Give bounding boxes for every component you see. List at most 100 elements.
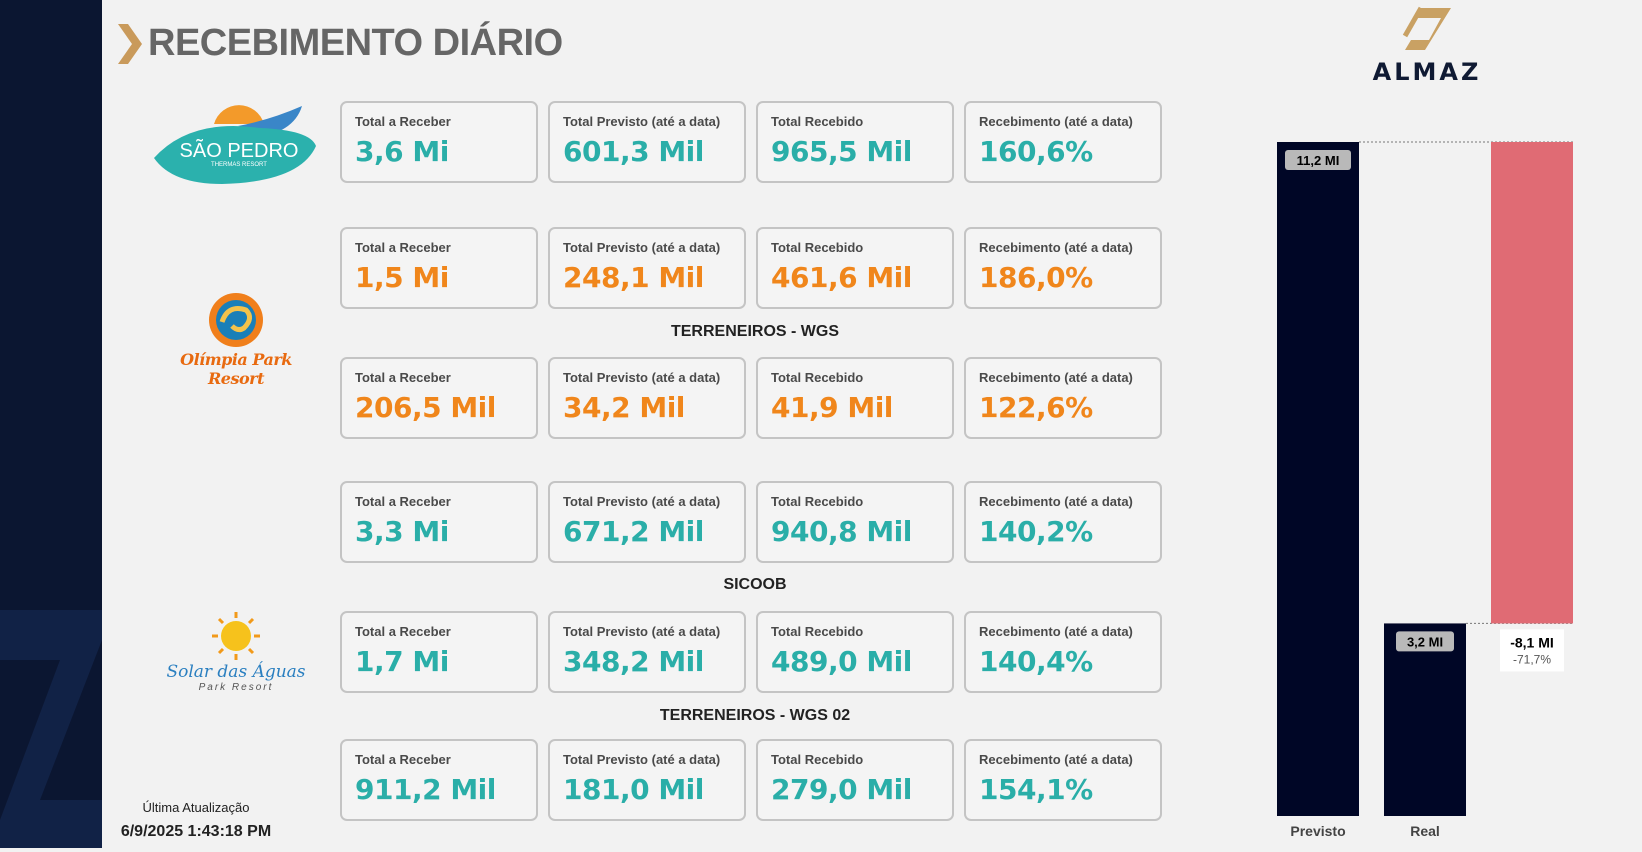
kpi-card-total-recebido: Total Recebido 279,0 Mil <box>756 739 954 821</box>
kpi-value: 965,5 Mil <box>771 135 912 168</box>
data-label-difference: -8,1 MI <box>1510 634 1554 650</box>
kpi-label: Total a Receber <box>355 494 451 509</box>
difference-label-bg <box>1500 629 1564 672</box>
solar-das-aguas-logo: Solar das Águas Park Resort <box>158 612 314 696</box>
kpi-value: 140,4% <box>979 645 1093 678</box>
kpi-card-total-previsto: Total Previsto (até a data) 181,0 Mil <box>548 739 746 821</box>
kpi-value: 41,9 Mil <box>771 391 893 424</box>
kpi-value: 160,6% <box>979 135 1093 168</box>
kpi-card-total-a-receber: Total a Receber 206,5 Mil <box>340 357 538 439</box>
brand-name: ALMAZ <box>1372 58 1482 86</box>
waterfall-chart: 11,2 MI 3,2 MI -8,1 MI -71,7% Previsto Real <box>1260 120 1642 848</box>
kpi-label: Recebimento (até a data) <box>979 624 1133 639</box>
chevron-right-icon <box>118 23 142 64</box>
waterfall-chart-svg: 11,2 MI 3,2 MI -8,1 MI -71,7% Previsto Real <box>1277 141 1573 839</box>
kpi-label: Total a Receber <box>355 114 451 129</box>
kpi-label: Total a Receber <box>355 752 451 767</box>
kpi-value: 3,6 Mi <box>355 135 449 168</box>
almaz-logo-icon <box>1402 6 1451 50</box>
kpi-value: 34,2 Mil <box>563 391 685 424</box>
kpi-value: 940,8 Mil <box>771 515 912 548</box>
kpi-label: Recebimento (até a data) <box>979 494 1133 509</box>
kpi-card-recebimento: Recebimento (até a data) 122,6% <box>964 357 1162 439</box>
kpi-label: Total Previsto (até a data) <box>563 370 721 385</box>
kpi-row-solar-1: Total a Receber 3,3 Mi Total Previsto (at… <box>340 481 1162 563</box>
sao-pedro-sub: THERMAS RESORT <box>211 162 267 168</box>
kpi-value: 601,3 Mil <box>563 135 704 168</box>
kpi-row-sao-pedro: Total a Receber 3,6 Mi Total Previsto (at… <box>340 101 1162 183</box>
kpi-card-total-a-receber: Total a Receber 3,6 Mi <box>340 101 538 183</box>
kpi-label: Total Recebido <box>771 114 864 129</box>
kpi-row-sicoob: Total a Receber 1,7 Mi Total Previsto (at… <box>340 611 1162 693</box>
data-label-real: 3,2 MI <box>1407 634 1443 649</box>
kpi-label: Total a Receber <box>355 240 451 255</box>
kpi-value: 140,2% <box>979 515 1093 548</box>
olimpia-name: Olímpia Park Resort <box>180 350 292 388</box>
kpi-card-recebimento: Recebimento (até a data) 140,2% <box>964 481 1162 563</box>
kpi-label: Recebimento (até a data) <box>979 370 1133 385</box>
kpi-row-olimpia: Total a Receber 1,5 Mi Total Previsto (at… <box>340 227 1162 309</box>
kpi-card-total-previsto: Total Previsto (até a data) 671,2 Mil <box>548 481 746 563</box>
kpi-value: 3,3 Mi <box>355 515 449 548</box>
data-label-real-bg <box>1396 631 1454 652</box>
kpi-value: 1,5 Mi <box>355 261 449 294</box>
sao-pedro-logo: SÃO PEDRO THERMAS RESORT <box>150 96 320 188</box>
kpi-value: 122,6% <box>979 391 1093 424</box>
kpi-card-total-recebido: Total Recebido 461,6 Mil <box>756 227 954 309</box>
sidebar-watermark-icon <box>0 610 102 848</box>
x-tick-label-real: Real <box>1410 823 1440 839</box>
brand-logo: ALMAZ <box>1352 6 1502 86</box>
kpi-card-total-a-receber: Total a Receber 3,3 Mi <box>340 481 538 563</box>
kpi-label: Recebimento (até a data) <box>979 752 1133 767</box>
solar-sub: Park Resort <box>198 682 274 693</box>
bar-difference <box>1491 142 1573 624</box>
sun-icon <box>212 612 260 660</box>
bar-real <box>1384 623 1466 816</box>
kpi-card-recebimento: Recebimento (até a data) 154,1% <box>964 739 1162 821</box>
kpi-value: 911,2 Mil <box>355 773 496 806</box>
kpi-label: Total Previsto (até a data) <box>563 624 721 639</box>
last-update: Última Atualização 6/9/2025 1:43:18 PM <box>116 800 276 841</box>
kpi-label: Total a Receber <box>355 370 451 385</box>
kpi-value: 1,7 Mi <box>355 645 449 678</box>
kpi-label: Total Recebido <box>771 240 864 255</box>
data-label-previsto: 11,2 MI <box>1297 153 1340 168</box>
kpi-label: Total Previsto (até a data) <box>563 494 721 509</box>
kpi-label: Total Recebido <box>771 370 864 385</box>
kpi-value: 181,0 Mil <box>563 773 704 806</box>
kpi-row-terreneiros-wgs-02: Total a Receber 911,2 Mil Total Previsto … <box>340 739 1162 821</box>
kpi-card-total-recebido: Total Recebido 41,9 Mil <box>756 357 954 439</box>
kpi-label: Total Previsto (até a data) <box>563 114 721 129</box>
kpi-label: Total Recebido <box>771 494 864 509</box>
bar-previsto <box>1277 142 1359 816</box>
data-label-difference-pct: -71,7% <box>1513 652 1551 666</box>
kpi-card-total-a-receber: Total a Receber 1,7 Mi <box>340 611 538 693</box>
kpi-value: 279,0 Mil <box>771 773 912 806</box>
kpi-value: 186,0% <box>979 261 1093 294</box>
kpi-label: Total Previsto (até a data) <box>563 240 721 255</box>
kpi-card-total-previsto: Total Previsto (até a data) 248,1 Mil <box>548 227 746 309</box>
page-title: RECEBIMENTO DIÁRIO <box>148 22 563 64</box>
kpi-card-recebimento: Recebimento (até a data) 160,6% <box>964 101 1162 183</box>
kpi-label: Recebimento (até a data) <box>979 114 1133 129</box>
kpi-card-total-previsto: Total Previsto (até a data) 34,2 Mil <box>548 357 746 439</box>
page-header: RECEBIMENTO DIÁRIO <box>118 22 563 65</box>
x-tick-label-previsto: Previsto <box>1290 823 1345 839</box>
data-label-previsto-bg <box>1285 150 1351 170</box>
olimpia-logo: Olímpia Park Resort <box>158 292 314 388</box>
kpi-card-total-recebido: Total Recebido 489,0 Mil <box>756 611 954 693</box>
kpi-value: 461,6 Mil <box>771 261 912 294</box>
section-title-terreneiros-wgs: TERRENEIROS - WGS <box>670 323 839 340</box>
section-title-terreneiros-wgs-02: TERRENEIROS - WGS 02 <box>659 707 851 724</box>
kpi-card-total-a-receber: Total a Receber 911,2 Mil <box>340 739 538 821</box>
last-update-timestamp: 6/9/2025 1:43:18 PM <box>120 823 272 840</box>
kpi-card-total-recebido: Total Recebido 940,8 Mil <box>756 481 954 563</box>
kpi-row-terreneiros-wgs: Total a Receber 206,5 Mil Total Previsto … <box>340 357 1162 439</box>
kpi-card-total-a-receber: Total a Receber 1,5 Mi <box>340 227 538 309</box>
kpi-card-total-recebido: Total Recebido 965,5 Mil <box>756 101 954 183</box>
kpi-label: Total Recebido <box>771 624 864 639</box>
solar-name: Solar das Águas <box>166 662 306 682</box>
kpi-card-recebimento: Recebimento (até a data) 140,4% <box>964 611 1162 693</box>
kpi-label: Total Previsto (até a data) <box>563 752 721 767</box>
kpi-value: 154,1% <box>979 773 1093 806</box>
